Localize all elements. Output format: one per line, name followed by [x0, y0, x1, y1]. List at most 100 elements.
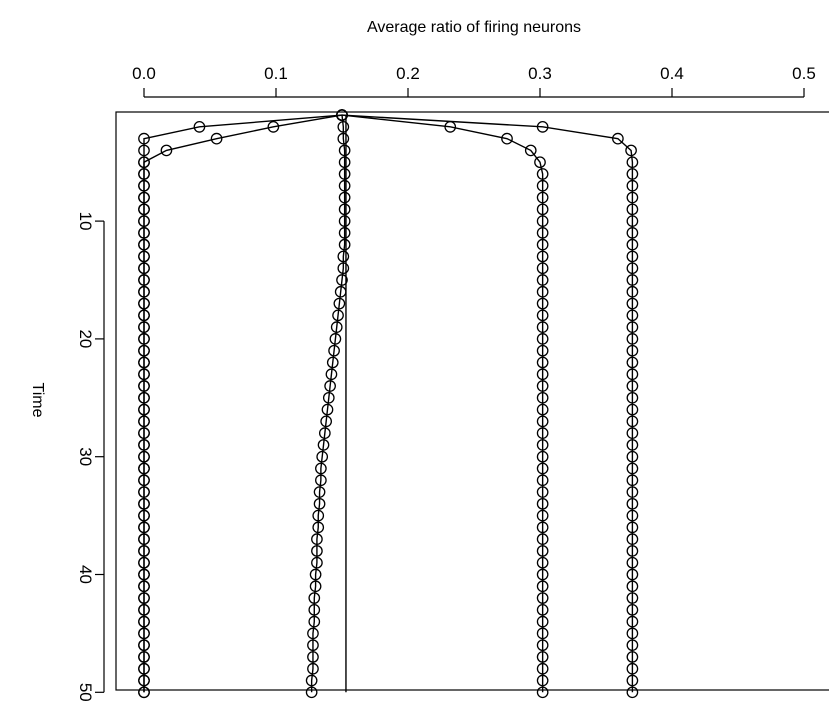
data-point	[626, 333, 639, 345]
data-point	[307, 651, 319, 663]
data-point	[333, 297, 346, 310]
data-point	[536, 297, 549, 310]
data-point	[338, 144, 351, 157]
data-point	[536, 403, 549, 416]
data-point	[626, 521, 639, 534]
data-point	[138, 603, 150, 616]
data-point	[267, 121, 280, 133]
data-point	[536, 333, 549, 345]
data-point	[312, 521, 325, 534]
data-point	[626, 674, 639, 687]
data-point	[626, 639, 639, 652]
data-point	[313, 497, 326, 510]
data-point	[337, 132, 350, 145]
y-tick-label: 20	[76, 329, 95, 348]
data-point	[626, 545, 639, 557]
data-point	[536, 285, 549, 298]
data-point	[536, 450, 549, 463]
x-axis-title: Average ratio of firing neurons	[367, 19, 581, 36]
data-point	[626, 227, 639, 239]
data-point	[626, 662, 639, 675]
data-point	[536, 227, 549, 239]
data-point	[626, 450, 639, 463]
data-point	[626, 179, 639, 192]
data-point	[309, 568, 322, 581]
data-point	[138, 203, 150, 216]
data-point	[138, 450, 150, 463]
data-point	[138, 333, 150, 345]
data-point	[138, 368, 150, 381]
y-tick-label: 10	[76, 212, 95, 231]
data-point	[138, 462, 150, 475]
series-5	[336, 109, 639, 699]
data-point	[626, 321, 639, 333]
data-point	[138, 179, 150, 192]
data-point	[138, 403, 150, 416]
data-point	[626, 603, 639, 616]
data-point	[626, 309, 639, 322]
data-point	[305, 674, 318, 687]
y-tick-label: 30	[76, 447, 95, 466]
data-point	[325, 368, 338, 381]
data-point	[536, 439, 549, 451]
data-point	[315, 474, 327, 487]
data-point	[338, 215, 351, 227]
data-point	[626, 274, 639, 286]
data-point	[138, 356, 150, 369]
series-line	[341, 114, 544, 693]
data-point	[338, 168, 351, 180]
data-point	[322, 391, 335, 404]
data-point	[612, 132, 624, 145]
data-point	[536, 274, 549, 286]
data-point	[626, 285, 639, 298]
data-point	[138, 262, 150, 275]
data-point	[338, 227, 351, 239]
data-point	[626, 238, 639, 251]
x-tick-label: 0.2	[396, 64, 420, 83]
series-2	[138, 109, 348, 699]
data-point	[138, 486, 150, 498]
data-point	[138, 639, 150, 652]
data-point	[160, 144, 173, 157]
data-point	[536, 521, 549, 534]
data-point	[138, 274, 150, 286]
data-point	[332, 309, 344, 322]
data-point	[138, 580, 150, 593]
y-axis-title: Time	[29, 383, 46, 418]
x-tick-label: 0.3	[528, 64, 552, 83]
data-point	[138, 344, 150, 357]
data-point	[311, 556, 323, 569]
data-point	[536, 533, 549, 546]
data-point	[337, 262, 350, 275]
data-point	[536, 545, 549, 557]
data-point	[338, 203, 351, 216]
data-point	[626, 627, 639, 640]
data-point	[138, 156, 150, 169]
data-point	[138, 144, 150, 157]
data-point	[536, 191, 549, 204]
data-point	[138, 132, 150, 145]
data-point	[626, 215, 639, 227]
data-point	[307, 627, 319, 640]
data-point	[138, 521, 150, 534]
data-point	[330, 321, 343, 333]
data-point	[536, 556, 549, 569]
data-point	[138, 391, 150, 404]
series-line	[143, 114, 343, 693]
x-tick-label: 0.5	[792, 64, 816, 83]
x-tick-label: 0.0	[132, 64, 156, 83]
data-point	[626, 403, 639, 416]
data-point	[337, 121, 350, 133]
data-point	[536, 497, 549, 510]
data-point	[338, 179, 351, 192]
data-point	[138, 427, 150, 439]
data-point	[336, 274, 348, 286]
data-point	[138, 674, 150, 687]
data-point	[308, 603, 321, 616]
data-point	[626, 415, 639, 428]
data-point	[338, 238, 351, 251]
data-point	[316, 450, 329, 463]
data-point	[524, 144, 537, 157]
data-point	[626, 391, 639, 404]
